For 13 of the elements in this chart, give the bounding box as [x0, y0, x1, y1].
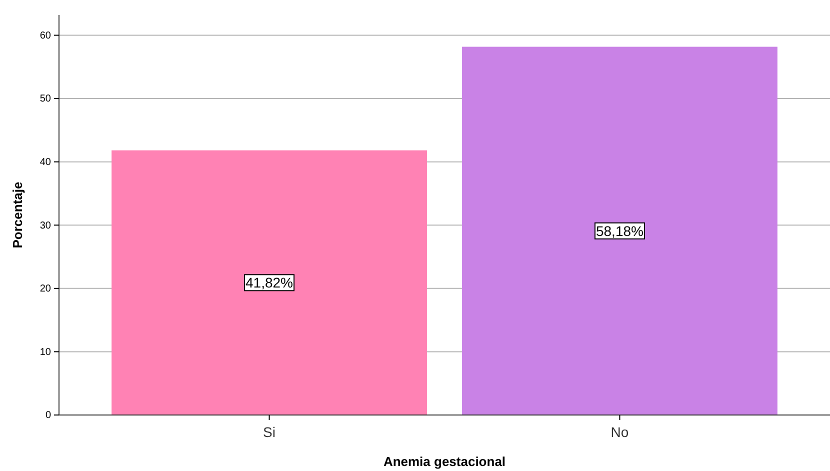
y-tick-label: 60	[40, 30, 52, 42]
data-label: 41,82%	[246, 274, 294, 291]
y-tick-label: 20	[40, 284, 52, 295]
y-tick-label: 40	[40, 157, 52, 168]
y-tick-label: 0	[45, 410, 52, 422]
y-tick-label: 10	[40, 346, 52, 358]
y-axis-title: Porcentaje	[10, 182, 25, 248]
x-tick-label: No	[610, 424, 629, 440]
x-axis-title: Anemia gestacional	[383, 454, 506, 469]
x-tick-label: Si	[263, 424, 276, 440]
y-tick-label: 50	[40, 94, 52, 105]
data-label: 58,18%	[596, 222, 644, 239]
y-tick-label: 30	[40, 220, 52, 232]
